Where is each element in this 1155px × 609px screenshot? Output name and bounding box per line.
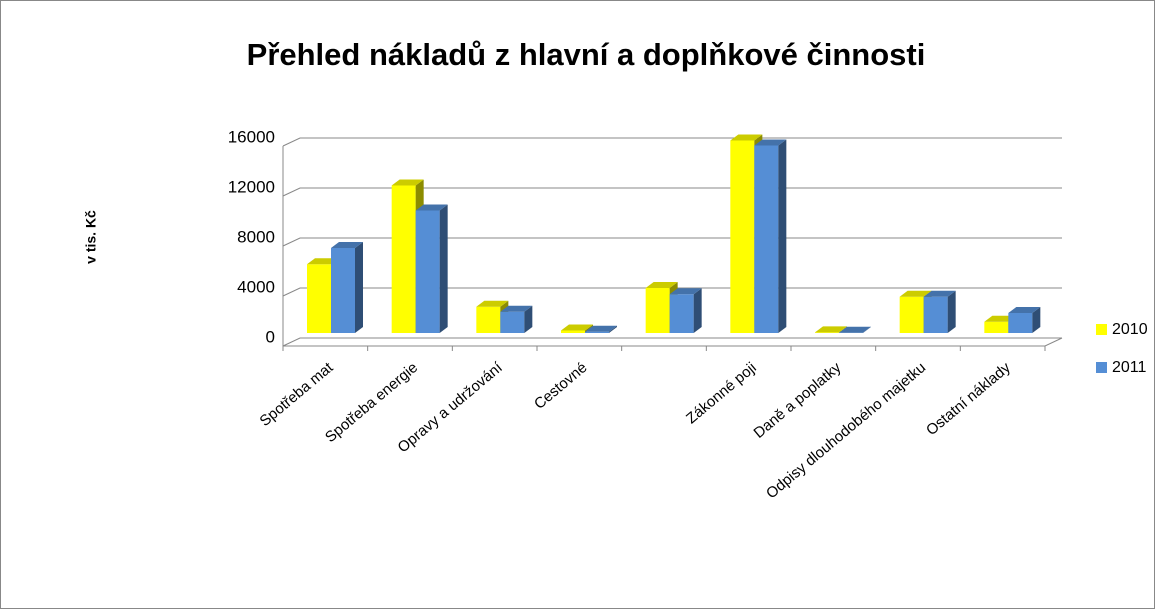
- bar-face: [645, 282, 678, 288]
- bar-face: [730, 140, 755, 333]
- bar-face: [863, 326, 871, 333]
- bar-face: [415, 204, 448, 211]
- bar-face: [754, 139, 787, 146]
- bar-face: [645, 288, 670, 333]
- bar-face: [355, 242, 363, 333]
- bar-face: [561, 330, 585, 333]
- bar-face: [1008, 313, 1033, 333]
- grid-line: [282, 237, 1062, 247]
- bar-face: [923, 290, 956, 297]
- y-tick-label: 16000: [228, 127, 275, 146]
- legend-swatch: [1096, 362, 1107, 373]
- bar-face: [984, 321, 1009, 333]
- bar-face: [730, 134, 763, 141]
- y-tick-label: 12000: [228, 177, 275, 196]
- bar: [1008, 307, 1041, 333]
- bar-face: [307, 264, 331, 333]
- bar-face: [331, 242, 363, 248]
- chart-title: Přehled nákladů z hlavní a doplňkové čin…: [247, 37, 926, 72]
- bar-face: [585, 325, 617, 332]
- legend-swatch: [1096, 324, 1107, 335]
- y-tick-label: 8000: [237, 227, 275, 246]
- bar-face: [561, 324, 593, 331]
- bar-face: [1008, 307, 1041, 313]
- bar-face: [585, 331, 609, 333]
- grid-line: [282, 137, 1062, 147]
- bar-face: [754, 145, 779, 333]
- bar-face: [669, 294, 694, 333]
- bar-face: [1032, 307, 1041, 333]
- bar: [500, 305, 533, 333]
- bar-face: [391, 185, 416, 333]
- bar-face: [439, 204, 448, 333]
- y-axis-label: v tis. Kč: [83, 210, 99, 264]
- bar-face: [391, 179, 424, 186]
- legend-label: 2011: [1112, 359, 1147, 376]
- bar: [585, 325, 617, 333]
- y-tick-label: 0: [266, 327, 275, 346]
- bar: [923, 290, 956, 333]
- bar-face: [415, 210, 440, 333]
- bar-face: [609, 325, 617, 333]
- grid-line: [282, 337, 1062, 347]
- bar: [754, 139, 787, 333]
- grid-line: [282, 187, 1062, 197]
- bar-face: [899, 290, 932, 297]
- bar-face: [778, 139, 787, 333]
- bar-face: [947, 290, 956, 333]
- bar-face: [476, 306, 501, 333]
- y-tick-label: 4000: [237, 277, 275, 296]
- bar-face: [669, 288, 702, 295]
- bar-face: [839, 326, 871, 333]
- bar-face: [500, 305, 533, 312]
- legend-label: 2010: [1112, 321, 1148, 338]
- bar-face: [923, 296, 948, 333]
- bar: [415, 204, 448, 333]
- bar: [669, 288, 702, 333]
- bar: [331, 242, 363, 333]
- bar-face: [500, 311, 525, 333]
- bar-face: [476, 300, 509, 307]
- bar-face: [524, 305, 533, 333]
- bar: [839, 326, 871, 333]
- grid-line: [282, 287, 1062, 297]
- bar-face: [331, 248, 355, 333]
- bar-face: [815, 332, 839, 333]
- bar-face: [693, 288, 702, 333]
- bar-face: [899, 296, 924, 333]
- bar-face: [815, 326, 847, 333]
